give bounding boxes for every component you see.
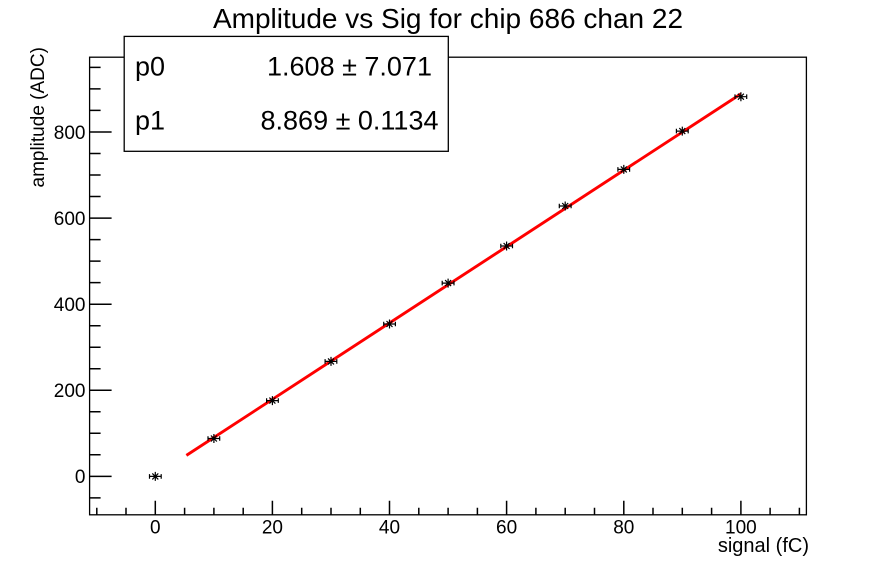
svg-text:100: 100	[725, 518, 757, 539]
svg-text:signal (fC): signal (fC)	[718, 535, 809, 557]
svg-text:8.869 ± 0.1134: 8.869 ± 0.1134	[261, 106, 439, 136]
svg-text:0: 0	[75, 467, 86, 488]
svg-text:20: 20	[262, 518, 283, 539]
svg-text:400: 400	[54, 295, 86, 316]
svg-text:1.608 ± 7.071: 1.608 ± 7.071	[267, 52, 432, 82]
svg-text:p0: p0	[135, 52, 165, 82]
svg-text:40: 40	[379, 518, 400, 539]
svg-text:200: 200	[54, 381, 86, 402]
svg-text:Amplitude vs Sig for chip 686: Amplitude vs Sig for chip 686 chan 22	[213, 3, 683, 34]
svg-text:0: 0	[150, 518, 161, 539]
svg-text:60: 60	[496, 518, 517, 539]
svg-text:p1: p1	[135, 106, 165, 136]
svg-text:800: 800	[54, 123, 86, 144]
svg-text:600: 600	[54, 209, 86, 230]
svg-text:amplitude (ADC): amplitude (ADC)	[28, 47, 49, 187]
svg-text:80: 80	[613, 518, 634, 539]
